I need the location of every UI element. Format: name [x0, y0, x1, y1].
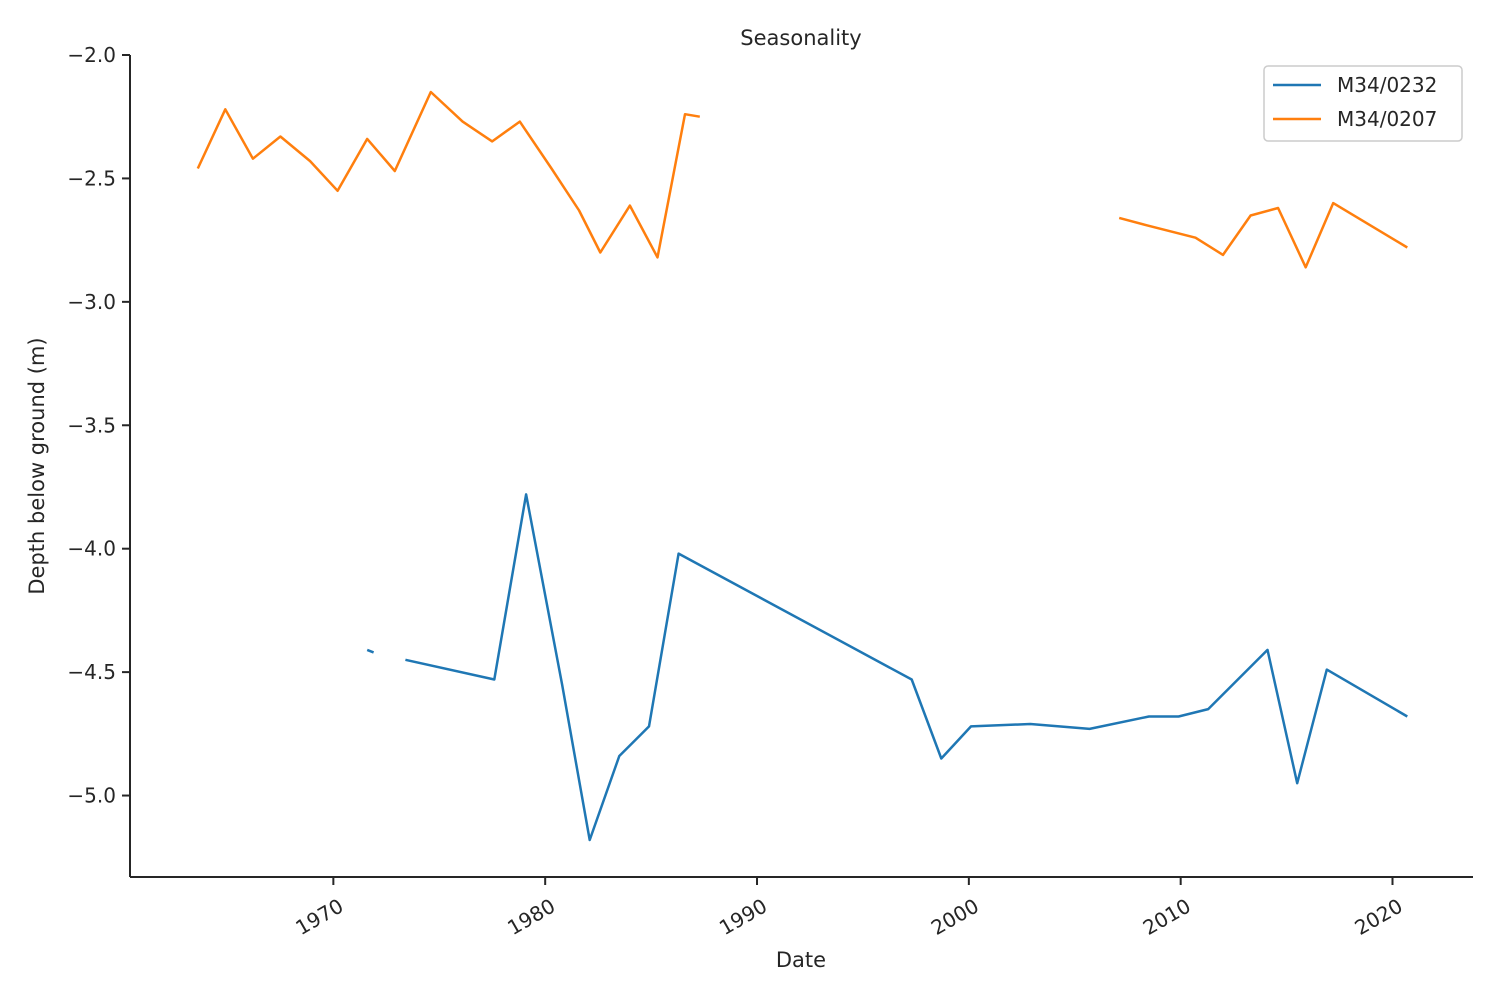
- x-tick-label: 1990: [715, 894, 771, 940]
- chart-title: Seasonality: [740, 26, 861, 50]
- y-axis-ticks: −2.0 −2.5 −3.0 −3.5 −4.0 −4.5 −5.0: [67, 43, 130, 808]
- x-tick-label: 1970: [291, 894, 347, 940]
- series-line-2-segment-1: [196, 90, 701, 259]
- legend: M34/0232 M34/0207: [1263, 65, 1463, 142]
- series-line-1-segment-2: [405, 493, 1408, 842]
- plot-lines: [196, 90, 1408, 842]
- x-tick-label: 2020: [1351, 894, 1407, 940]
- x-axis-title: Date: [776, 948, 826, 972]
- x-tick-label: 2010: [1139, 894, 1195, 940]
- series-line-2-segment-2: [1118, 201, 1408, 269]
- x-axis-ticks: 1970 1980 1990 2000 2010 2020: [291, 877, 1407, 940]
- legend-label-m34-0207: M34/0207: [1337, 107, 1437, 131]
- x-tick-label: 2000: [927, 894, 983, 940]
- legend-label-m34-0232: M34/0232: [1337, 73, 1437, 97]
- y-tick-label: −2.0: [67, 43, 116, 67]
- y-tick-label: −4.5: [67, 660, 116, 684]
- y-tick-label: −2.5: [67, 166, 116, 190]
- y-tick-label: −3.5: [67, 413, 116, 437]
- y-tick-label: −5.0: [67, 784, 116, 808]
- series-line-1-segment-1: [366, 648, 375, 654]
- y-tick-label: −4.0: [67, 537, 116, 561]
- y-axis-title: Depth below ground (m): [25, 337, 49, 594]
- y-tick-label: −3.0: [67, 290, 116, 314]
- x-tick-label: 1980: [503, 894, 559, 940]
